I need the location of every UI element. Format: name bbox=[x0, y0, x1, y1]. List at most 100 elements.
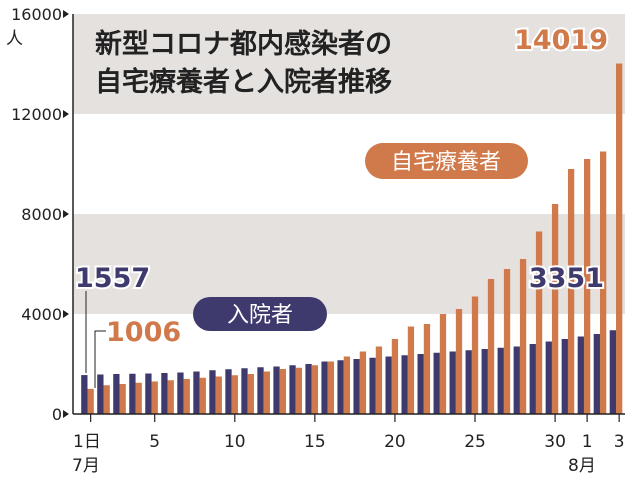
bar-home bbox=[407, 326, 415, 414]
month-label-august: 8月 bbox=[568, 456, 596, 476]
y-tick-label: 8000 bbox=[21, 205, 62, 224]
bar-hospital bbox=[337, 360, 344, 414]
bar-hospital bbox=[209, 370, 216, 414]
bar-home bbox=[487, 279, 495, 414]
bar-hospital bbox=[433, 352, 440, 414]
bar-hospital bbox=[561, 339, 568, 414]
bar-hospital bbox=[369, 357, 376, 414]
bar-home bbox=[567, 169, 575, 414]
bar-home bbox=[151, 381, 158, 414]
y-tick-marker bbox=[63, 210, 69, 218]
bar-hospital bbox=[497, 347, 504, 414]
y-tick-marker bbox=[63, 310, 69, 318]
x-tick-label: 30 bbox=[544, 432, 566, 452]
y-tick-marker bbox=[63, 10, 69, 18]
bar-hospital bbox=[305, 364, 312, 414]
y-tick-marker bbox=[63, 110, 69, 118]
bar-hospital bbox=[577, 336, 584, 414]
bar-hospital bbox=[257, 367, 264, 414]
bar-hospital bbox=[321, 361, 328, 414]
callout-hospital-first: 1557 bbox=[75, 263, 150, 294]
bar-hospital bbox=[465, 350, 472, 414]
bar-home bbox=[231, 375, 238, 414]
bar-hospital bbox=[593, 334, 600, 414]
background-band bbox=[73, 14, 625, 114]
month-label-july: 7月 bbox=[72, 456, 100, 476]
y-tick-label: 12000 bbox=[11, 105, 62, 124]
bar-hospital bbox=[385, 356, 392, 414]
bar-home bbox=[439, 314, 447, 414]
bar-home bbox=[263, 371, 270, 414]
bar-home bbox=[247, 374, 254, 414]
bar-hospital bbox=[529, 344, 536, 414]
bar-home bbox=[423, 324, 431, 414]
bar-hospital bbox=[97, 374, 104, 414]
chart-title-line1: 新型コロナ都内感染者の bbox=[95, 28, 392, 60]
chart-bars bbox=[81, 63, 623, 415]
bar-hospital bbox=[417, 354, 424, 414]
bar-hospital bbox=[545, 341, 552, 414]
bar-hospital bbox=[353, 359, 360, 414]
bar-hospital bbox=[81, 375, 88, 414]
x-tick-label: 15 bbox=[304, 432, 326, 452]
bar-home bbox=[503, 269, 511, 414]
bar-home bbox=[535, 231, 543, 414]
hospital-series-label-box bbox=[193, 297, 327, 331]
bar-home bbox=[167, 380, 174, 414]
bar-home bbox=[471, 296, 479, 414]
bar-home bbox=[583, 159, 591, 414]
bar-hospital bbox=[113, 374, 120, 414]
bar-hospital bbox=[177, 372, 184, 414]
bar-home bbox=[551, 204, 559, 414]
bar-hospital bbox=[161, 373, 168, 414]
bar-hospital bbox=[241, 368, 248, 414]
y-ticks: 0 4000 8000 12000 16000 bbox=[11, 5, 69, 424]
home-series-label-box bbox=[365, 143, 528, 179]
bar-home bbox=[616, 63, 623, 415]
bar-hospital bbox=[481, 349, 488, 414]
callout-home-first: 1006 bbox=[106, 317, 181, 348]
callout-leader-home-first bbox=[94, 330, 106, 388]
y-tick-label: 16000 bbox=[11, 5, 62, 24]
x-tick-label: 25 bbox=[464, 432, 486, 452]
chart-bands bbox=[73, 14, 625, 314]
bar-home bbox=[519, 259, 527, 414]
callout-home-last: 14019 bbox=[514, 25, 608, 56]
hospital-series-label: 入院者 bbox=[227, 303, 293, 328]
x-tick-label: 5 bbox=[149, 432, 160, 452]
bar-hospital bbox=[273, 366, 280, 414]
bar-hospital bbox=[449, 351, 456, 414]
bar-home bbox=[87, 388, 94, 414]
x-tick-label: 20 bbox=[384, 432, 406, 452]
bar-home bbox=[119, 384, 126, 414]
y-tick-label: 0 bbox=[52, 405, 62, 424]
bar-hospital bbox=[193, 371, 200, 414]
callout-hospital-last: 3351 bbox=[529, 263, 604, 294]
background-band bbox=[73, 214, 625, 314]
bar-hospital bbox=[609, 330, 616, 414]
bar-hospital bbox=[225, 369, 232, 414]
y-tick-marker bbox=[63, 410, 69, 418]
bar-home bbox=[375, 346, 383, 414]
bar-home bbox=[455, 309, 463, 414]
x-tick-label: 3 bbox=[614, 432, 625, 452]
bar-home bbox=[359, 351, 367, 414]
bar-home bbox=[183, 379, 190, 414]
x-tick-label: 10 bbox=[224, 432, 246, 452]
y-unit-label: 人 bbox=[6, 29, 23, 49]
bar-home bbox=[343, 356, 351, 414]
bar-home bbox=[103, 385, 110, 414]
home-series-label: 自宅療養者 bbox=[391, 150, 501, 175]
bar-hospital bbox=[145, 373, 152, 414]
bar-hospital bbox=[513, 346, 520, 414]
bar-hospital bbox=[129, 373, 136, 414]
bar-home bbox=[327, 361, 335, 414]
x-tick-label: 1 bbox=[582, 432, 593, 452]
bar-home bbox=[599, 151, 607, 414]
bar-home bbox=[279, 369, 286, 414]
bar-home bbox=[295, 367, 302, 414]
chart-title-line2: 自宅療養者と入院者推移 bbox=[95, 66, 392, 98]
bar-hospital bbox=[289, 365, 296, 414]
x-tick-label: 1日 bbox=[73, 432, 101, 452]
